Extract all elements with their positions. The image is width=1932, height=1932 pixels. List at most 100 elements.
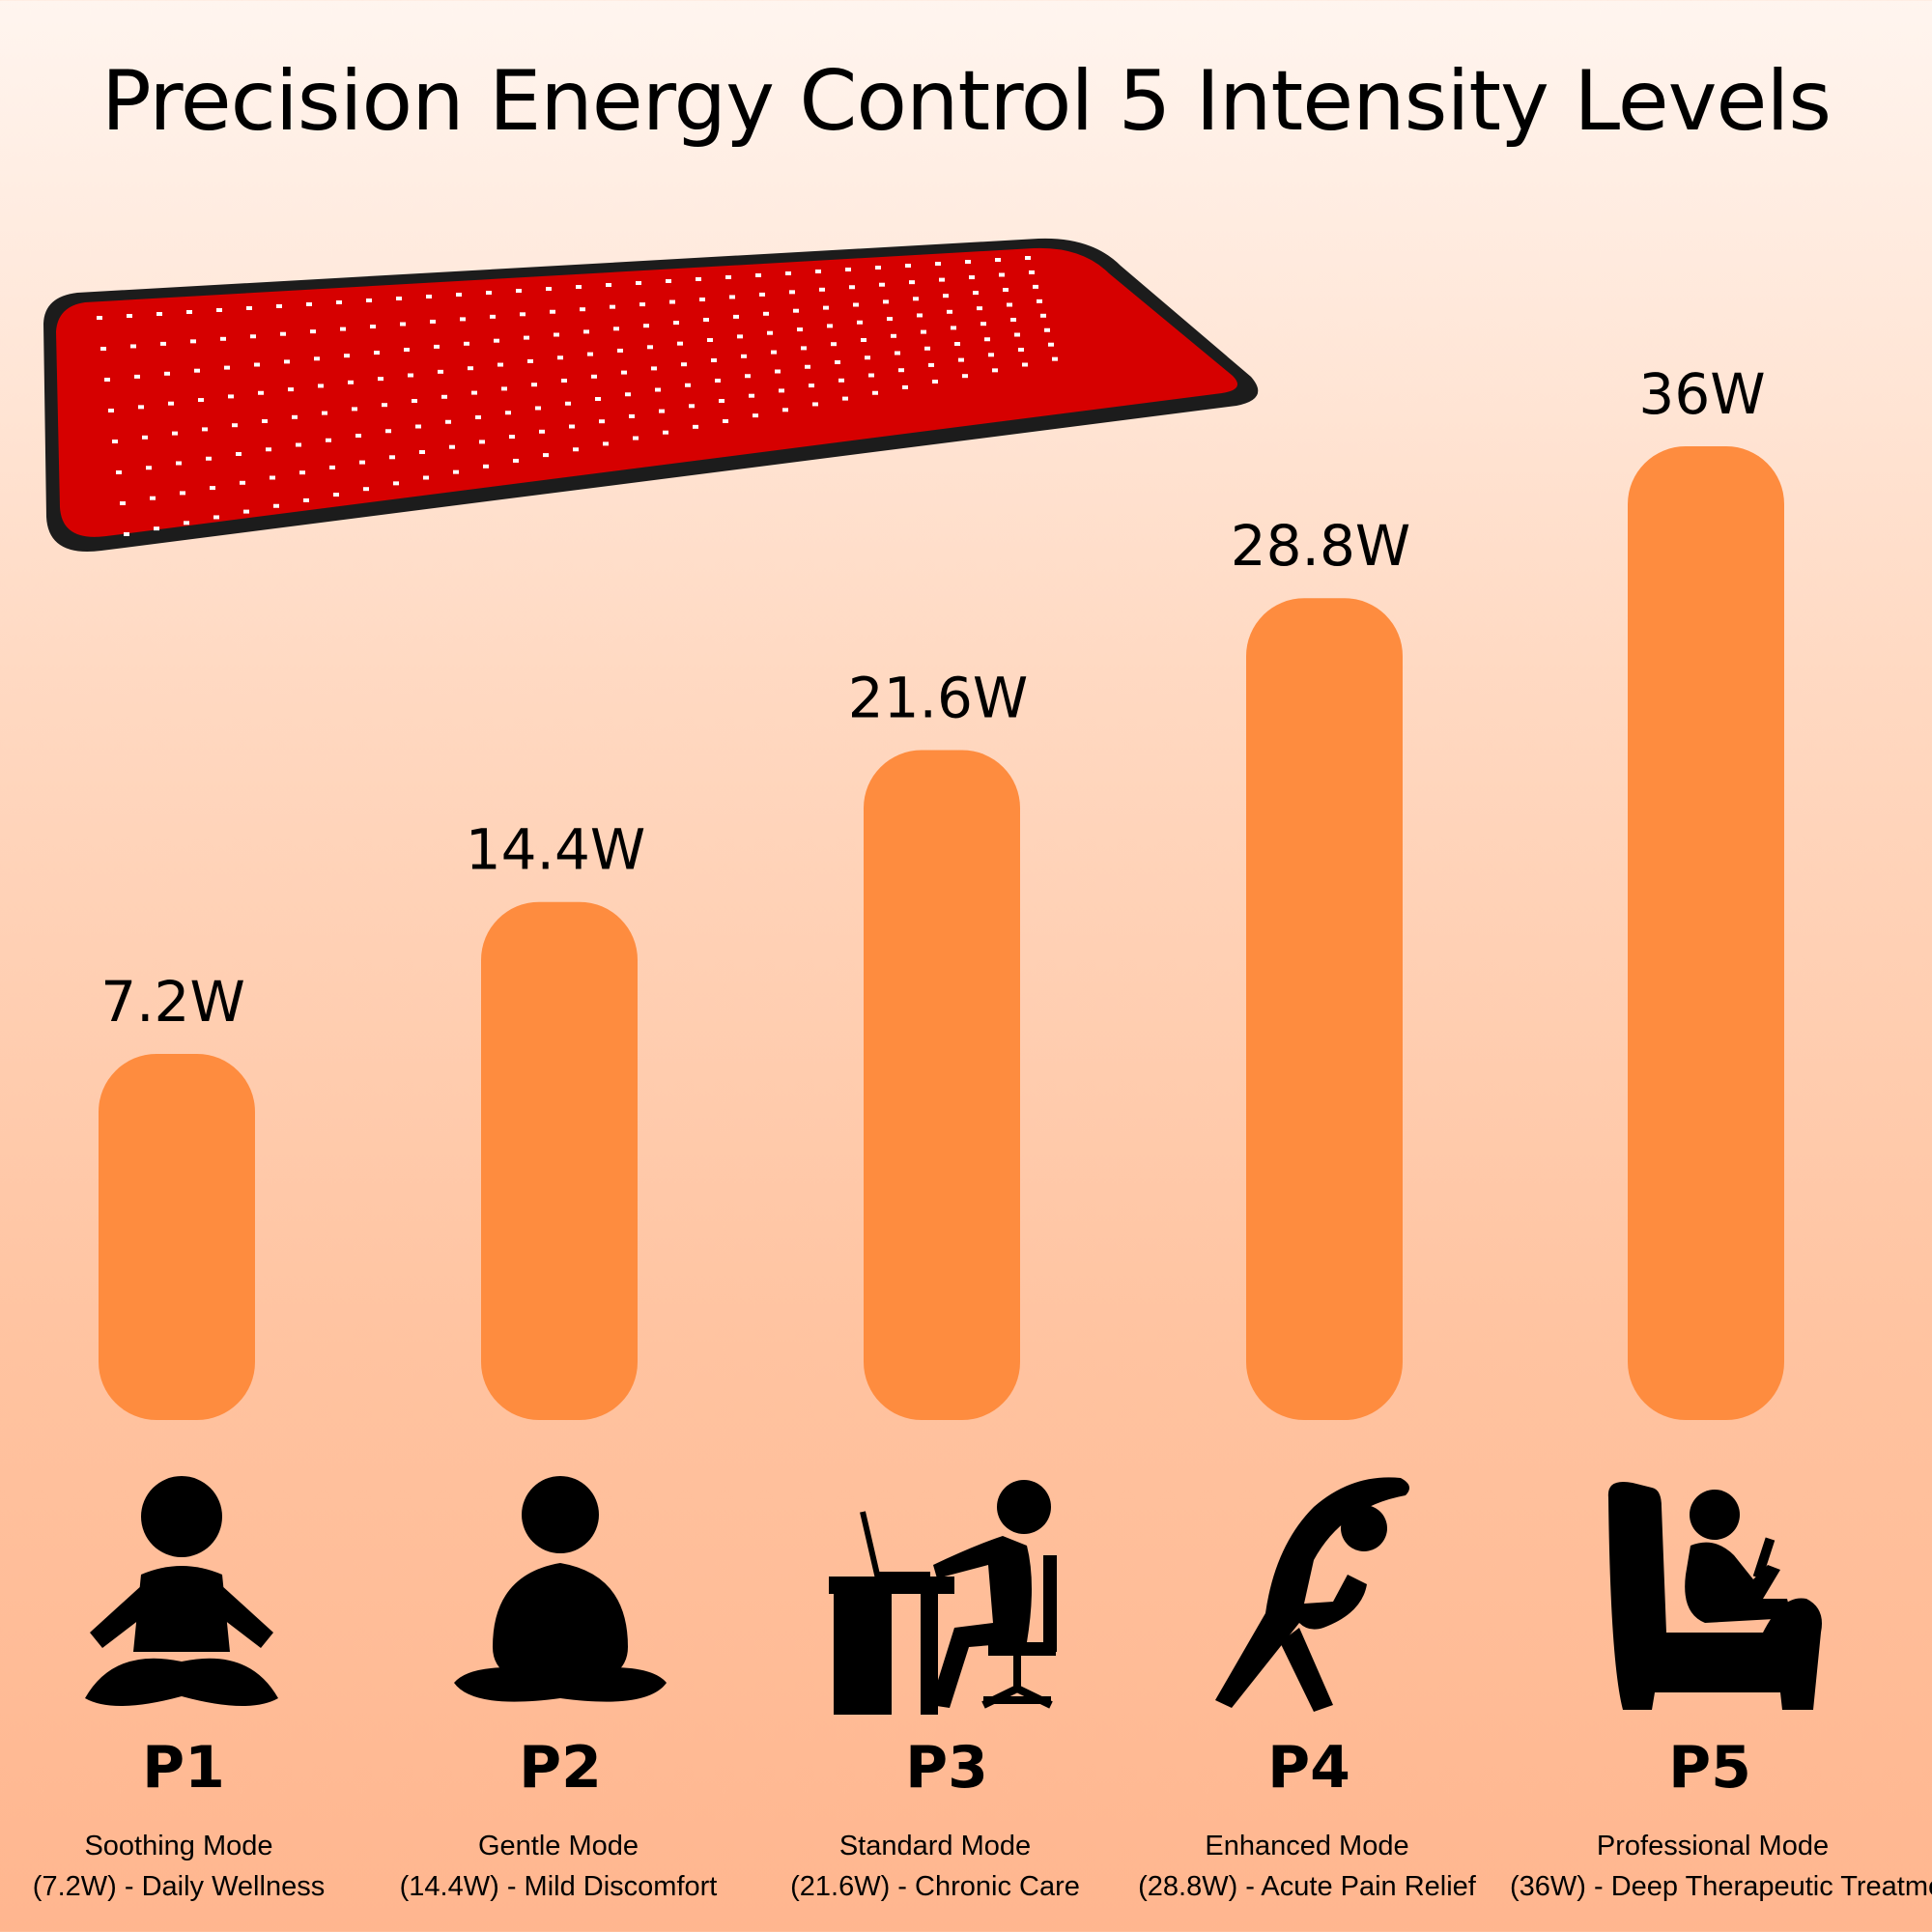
armchair-icon (1607, 1482, 1822, 1710)
led-dot (715, 379, 721, 383)
led-dot (849, 285, 855, 290)
led-dot (138, 405, 144, 410)
led-dot (921, 329, 926, 334)
led-dot (531, 383, 537, 387)
led-dot (1025, 256, 1031, 260)
led-dot (168, 401, 174, 406)
led-dot (329, 465, 335, 469)
led-dot (370, 325, 376, 329)
led-dot (610, 304, 615, 309)
level-detail-p3: (21.6W) - Chronic Care (790, 1871, 1080, 1902)
bar-p2 (481, 901, 638, 1420)
bar-p4 (1246, 598, 1403, 1420)
led-dot (861, 338, 867, 342)
level-detail-p2: (14.4W) - Mild Discomfort (399, 1871, 718, 1902)
led-dot (456, 293, 462, 297)
led-dot (827, 324, 833, 328)
led-dot (254, 362, 260, 367)
led-dot (785, 271, 791, 275)
led-dot (146, 466, 152, 470)
led-dot (782, 408, 788, 412)
led-dot (988, 353, 994, 357)
led-dot (789, 290, 795, 295)
bar-p5 (1628, 446, 1784, 1420)
led-dot (895, 351, 900, 355)
led-dot (962, 374, 968, 379)
led-dot (636, 281, 641, 285)
led-dot (210, 486, 215, 491)
led-dot (475, 415, 481, 419)
led-dot (831, 342, 837, 347)
led-dot (303, 497, 309, 502)
led-dot (977, 306, 982, 311)
led-dot (576, 285, 582, 289)
led-dot (797, 327, 803, 332)
led-dot (186, 310, 192, 314)
led-dot (689, 404, 695, 409)
led-dot (314, 356, 320, 361)
led-dot (853, 302, 859, 307)
led-dot (924, 346, 930, 351)
led-dot (258, 390, 264, 395)
led-dot (224, 365, 230, 370)
led-dot (745, 374, 751, 379)
led-dot (100, 347, 106, 351)
led-dot (344, 354, 350, 358)
led-dot (243, 509, 249, 514)
led-dot (318, 384, 324, 388)
led-dot (932, 380, 938, 384)
led-dot (947, 309, 952, 314)
led-dot (887, 317, 893, 322)
led-dot (423, 475, 429, 480)
led-dot (262, 419, 268, 423)
led-dot (629, 413, 635, 418)
led-dot (723, 419, 728, 423)
led-dot (992, 368, 998, 373)
led-dot (984, 337, 990, 342)
led-dot (483, 464, 489, 469)
led-dot (673, 321, 679, 326)
led-dot (445, 419, 451, 424)
led-dot (310, 329, 316, 334)
led-dot (412, 399, 417, 403)
led-dot (546, 287, 552, 291)
led-dot (554, 332, 559, 337)
value-label-p5: 36W (1638, 361, 1765, 427)
led-dot (124, 532, 129, 536)
led-dot (733, 314, 739, 319)
level-detail-p4: (28.8W) - Acute Pain Relief (1138, 1871, 1476, 1902)
level-mode-p5: Professional Mode (1596, 1831, 1830, 1861)
led-dot (363, 487, 369, 492)
level-code-p2: P2 (519, 1734, 602, 1802)
led-dot (898, 368, 904, 373)
led-dot (464, 341, 469, 346)
led-dot (1029, 270, 1035, 274)
level-detail-p1: (7.2W) - Daily Wellness (32, 1871, 326, 1902)
led-dot (643, 324, 649, 328)
led-dot (1022, 362, 1028, 367)
led-dot (606, 283, 611, 287)
led-dot (374, 351, 380, 355)
level-mode-p3: Standard Mode (838, 1831, 1032, 1861)
led-dot (97, 316, 102, 320)
led-dot (172, 431, 178, 436)
led-dot (441, 394, 447, 399)
led-dot (348, 380, 354, 384)
led-dot (943, 294, 949, 298)
led-dot (220, 336, 226, 341)
led-dot (1037, 298, 1042, 303)
led-dot (928, 362, 934, 367)
led-dot (917, 313, 923, 318)
led-dot (809, 384, 814, 388)
value-label-p1: 7.2W (100, 969, 245, 1035)
led-dot (883, 299, 889, 304)
led-dot (693, 424, 698, 429)
led-dot (270, 475, 275, 480)
led-dot (355, 434, 361, 438)
led-dot (288, 387, 294, 392)
led-dot (583, 329, 589, 334)
led-dot (603, 441, 609, 446)
red-light-therapy-mat-image (43, 238, 1259, 552)
level-code-p1: P1 (142, 1734, 225, 1802)
led-dot (206, 456, 212, 461)
